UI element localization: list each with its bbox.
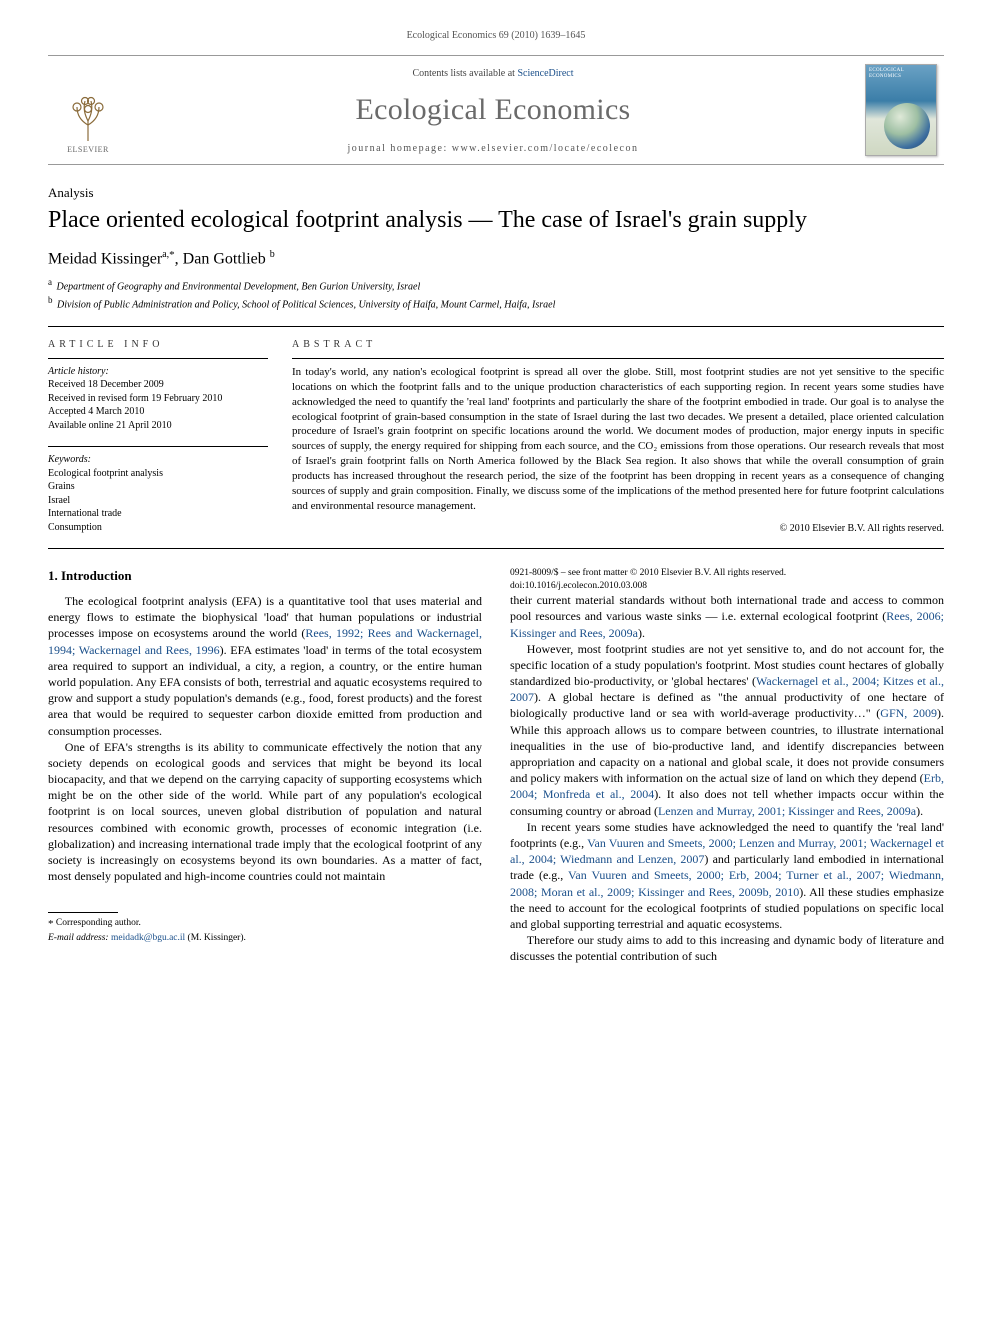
affil-b-sup: b <box>48 295 53 305</box>
history-online: Available online 21 April 2010 <box>48 419 268 433</box>
doi-block: 0921-8009/$ – see front matter © 2010 El… <box>510 567 944 592</box>
affiliations: a Department of Geography and Environmen… <box>48 276 944 312</box>
divider <box>48 548 944 549</box>
journal-cover-thumb: ECOLOGICAL ECONOMICS <box>858 56 944 164</box>
email-who: (M. Kissinger). <box>185 933 246 943</box>
author-2-affil-sup: b <box>270 249 275 260</box>
cover-title: ECOLOGICAL ECONOMICS <box>869 68 933 79</box>
publisher-logo-block: ELSEVIER <box>48 56 128 164</box>
elsevier-tree-icon: ELSEVIER <box>58 84 118 154</box>
keyword: International trade <box>48 507 268 521</box>
body-text: ). <box>638 626 645 640</box>
email-label: E-mail address: <box>48 933 111 943</box>
citation-link[interactable]: Lenzen and Murray, 2001; Kissinger and R… <box>658 804 916 818</box>
keywords-head: Keywords: <box>48 453 268 467</box>
contents-available-line: Contents lists available at ScienceDirec… <box>136 68 850 79</box>
abstract-column: ABSTRACT In today's world, any nation's … <box>292 339 944 535</box>
divider <box>292 358 944 359</box>
corresponding-label: Corresponding author. <box>54 918 141 928</box>
journal-name: Ecological Economics <box>136 93 850 127</box>
journal-homepage-line: journal homepage: www.elsevier.com/locat… <box>136 143 850 154</box>
publisher-label: ELSEVIER <box>67 145 109 154</box>
article-info-column: ARTICLE INFO Article history: Received 1… <box>48 339 268 535</box>
author-2: , Dan Gottlieb <box>175 250 270 267</box>
keyword: Grains <box>48 480 268 494</box>
abstract-text: In today's world, any nation's ecologica… <box>292 365 944 513</box>
doi-line: doi:10.1016/j.ecolecon.2010.03.008 <box>510 580 944 592</box>
body-text: ). <box>916 804 923 818</box>
body-text: their current material standards without… <box>510 593 944 623</box>
history-received: Received 18 December 2009 <box>48 378 268 392</box>
section-heading-1: 1. Introduction <box>48 567 482 585</box>
body-text: 1. Introduction The ecological footprint… <box>48 567 944 964</box>
abstract-label: ABSTRACT <box>292 339 944 350</box>
affil-a-sup: a <box>48 277 52 287</box>
keyword: Israel <box>48 494 268 508</box>
article-info-label: ARTICLE INFO <box>48 339 268 350</box>
sciencedirect-link[interactable]: ScienceDirect <box>517 68 573 79</box>
cover-globe-icon <box>884 103 930 149</box>
corresponding-author-footnote: * Corresponding author. E-mail address: … <box>48 912 482 944</box>
affil-a: Department of Geography and Environmenta… <box>54 282 420 293</box>
author-1: Meidad Kissinger <box>48 250 162 267</box>
history-accepted: Accepted 4 March 2010 <box>48 405 268 419</box>
divider <box>48 446 268 447</box>
history-revised: Received in revised form 19 February 201… <box>48 392 268 406</box>
history-head: Article history: <box>48 365 268 379</box>
body-text: Therefore our study aims to add to this … <box>510 932 944 964</box>
divider <box>48 358 268 359</box>
divider <box>48 912 118 913</box>
email-link[interactable]: meidadk@bgu.ac.il <box>111 933 185 943</box>
contents-line-pre: Contents lists available at <box>412 68 517 79</box>
abstract-copyright: © 2010 Elsevier B.V. All rights reserved… <box>292 523 944 534</box>
citation-link[interactable]: GFN, 2009 <box>880 706 937 720</box>
keyword: Consumption <box>48 521 268 535</box>
journal-masthead: ELSEVIER Contents lists available at Sci… <box>48 55 944 165</box>
affil-b: Division of Public Administration and Po… <box>55 299 556 310</box>
author-list: Meidad Kissingera,*, Dan Gottlieb b <box>48 249 944 268</box>
body-text: One of EFA's strengths is its ability to… <box>48 739 482 885</box>
body-text: ). A global hectare is defined as "the a… <box>510 690 944 720</box>
article-type: Analysis <box>48 185 944 201</box>
keyword: Ecological footprint analysis <box>48 467 268 481</box>
running-header: Ecological Economics 69 (2010) 1639–1645 <box>48 30 944 41</box>
front-matter-line: 0921-8009/$ – see front matter © 2010 El… <box>510 567 944 579</box>
article-title: Place oriented ecological footprint anal… <box>48 205 944 235</box>
